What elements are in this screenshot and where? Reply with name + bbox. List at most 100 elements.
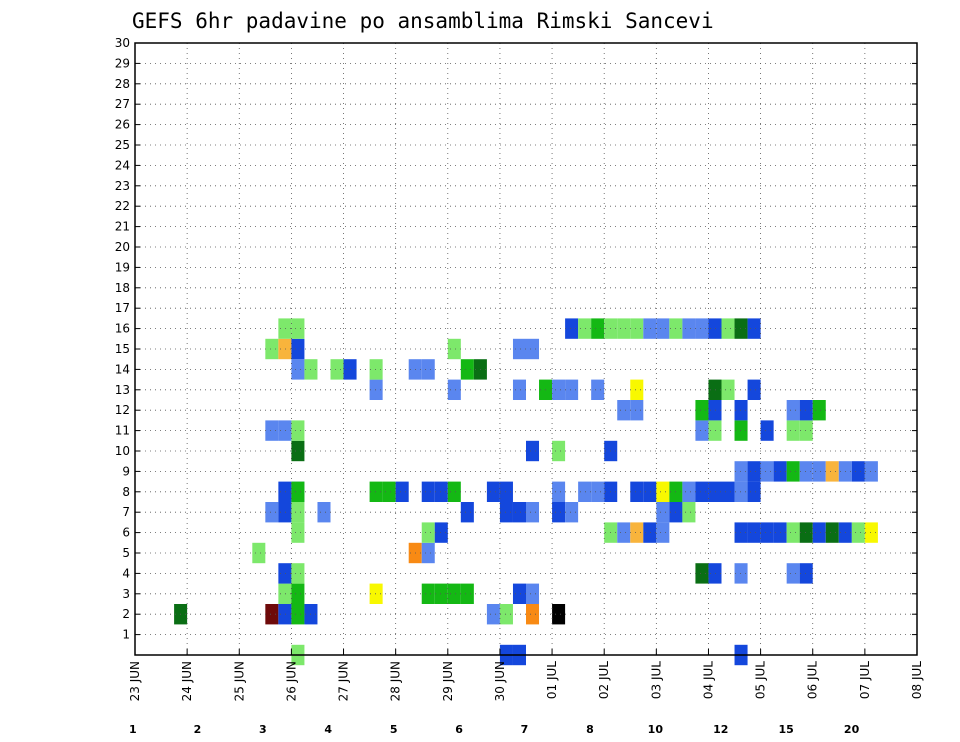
heatmap-cell (786, 420, 800, 441)
heatmap-cell (734, 400, 748, 421)
heatmap-cell (656, 522, 670, 543)
heatmap-cell (369, 583, 383, 604)
heatmap-cell (460, 502, 474, 523)
heatmap-cell (578, 318, 592, 339)
heatmap-cell (291, 440, 305, 462)
y-tick-label: 19 (115, 260, 130, 274)
heatmap-cell (721, 481, 735, 502)
heatmap-cell (265, 338, 279, 360)
heatmap-cell (864, 522, 878, 543)
heatmap-cell (565, 379, 579, 400)
y-tick-label: 16 (115, 322, 130, 336)
heatmap-cell (734, 522, 748, 543)
y-tick-label: 20 (115, 240, 130, 254)
colorbar-label: 7 (521, 723, 529, 736)
heatmap-cell (434, 522, 448, 543)
heatmap-cell (526, 604, 540, 625)
x-tick-label: 08 JUL (910, 661, 924, 699)
colorbar-label: 10 (648, 723, 664, 736)
chart-title: GEFS 6hr padavine po ansamblima Rimski S… (132, 9, 714, 33)
heatmap-cell (734, 318, 748, 339)
heatmap-cell (747, 461, 761, 482)
heatmap-cell (421, 481, 435, 502)
y-tick-label: 27 (115, 97, 130, 111)
heatmap-cell (460, 583, 474, 604)
heatmap-cell (395, 481, 409, 502)
heatmap-cell (434, 583, 448, 604)
x-tick-label: 01 JUL (545, 661, 559, 699)
y-axis-ticks: 1234567891011121314151617181920212223242… (115, 36, 917, 642)
y-tick-label: 12 (115, 403, 130, 417)
y-tick-label: 2 (122, 607, 130, 621)
heatmap-cell (278, 563, 292, 584)
heatmap-cell (630, 400, 644, 421)
heatmap-cell (447, 379, 461, 400)
heatmap-cell (825, 522, 839, 543)
x-tick-label: 25 JUN (232, 661, 246, 701)
heatmap-cell (291, 359, 305, 380)
heatmap-cell (578, 481, 592, 502)
heatmap-cell (499, 604, 513, 625)
heatmap-cell (630, 379, 644, 400)
heatmap-cell (630, 522, 644, 543)
x-tick-label: 04 JUL (701, 661, 715, 699)
heatmap-cell (747, 379, 761, 400)
heatmap-cell (291, 338, 305, 360)
heatmap-cell (317, 502, 331, 523)
heatmap-cell (552, 379, 566, 400)
heatmap-cell (721, 318, 735, 339)
heatmap-cell (786, 461, 800, 482)
y-tick-label: 9 (122, 464, 130, 478)
heatmap-cell (747, 522, 761, 543)
heatmap-cell (682, 481, 696, 502)
y-tick-label: 25 (115, 138, 130, 152)
heatmap-cell (291, 481, 305, 502)
heatmap-cell (825, 461, 839, 482)
heatmap-cell (760, 420, 774, 441)
heatmap-cell (682, 502, 696, 523)
heatmap-cell (278, 338, 292, 360)
heatmap-cell (708, 481, 722, 502)
heatmap-cell (291, 604, 305, 625)
heatmap-cell (291, 522, 305, 543)
heatmap-cell (708, 400, 722, 421)
heatmap-cell (291, 583, 305, 604)
heatmap-cell (617, 522, 631, 543)
heatmap-cell (552, 604, 566, 625)
y-tick-label: 1 (122, 628, 130, 642)
heatmap-cell (369, 481, 383, 502)
heatmap-cell (747, 481, 761, 502)
heatmap-cell (330, 359, 344, 380)
heatmap-cell (278, 318, 292, 339)
colorbar-label: 3 (259, 723, 267, 736)
heatmap-cell (656, 481, 670, 502)
heatmap-cell (734, 563, 748, 584)
y-tick-label: 26 (115, 118, 130, 132)
grid-lines (135, 43, 917, 655)
heatmap-cell (851, 522, 865, 543)
heatmap-cell (512, 583, 526, 604)
heatmap-cell (708, 563, 722, 584)
y-tick-label: 22 (115, 199, 130, 213)
colorbar-label: 15 (779, 723, 794, 736)
heatmap-cell (708, 318, 722, 339)
colorbar-label: 8 (586, 723, 594, 736)
x-tick-label: 24 JUN (180, 661, 194, 701)
colorbar-label: 1 (129, 723, 137, 736)
colorbar-label: 12 (713, 723, 728, 736)
y-tick-label: 13 (115, 383, 130, 397)
heatmap-cell (265, 604, 279, 625)
x-axis-ticks: 23 JUN 24 JUN 25 JUN 26 JUN 27 JUN 28 JUN 29 J… (128, 649, 924, 701)
heatmap-cell (734, 481, 748, 502)
heatmap-cell (447, 338, 461, 360)
heatmap-cell (526, 583, 540, 604)
x-tick-label: 06 JUL (806, 661, 820, 699)
heatmap-cell (369, 359, 383, 380)
heatmap-cell (760, 461, 774, 482)
y-tick-label: 30 (115, 36, 130, 50)
heatmap-cell (447, 481, 461, 502)
heatmap-cell (747, 318, 761, 339)
heatmap-cell (512, 379, 526, 400)
heatmap-cell (656, 502, 670, 523)
